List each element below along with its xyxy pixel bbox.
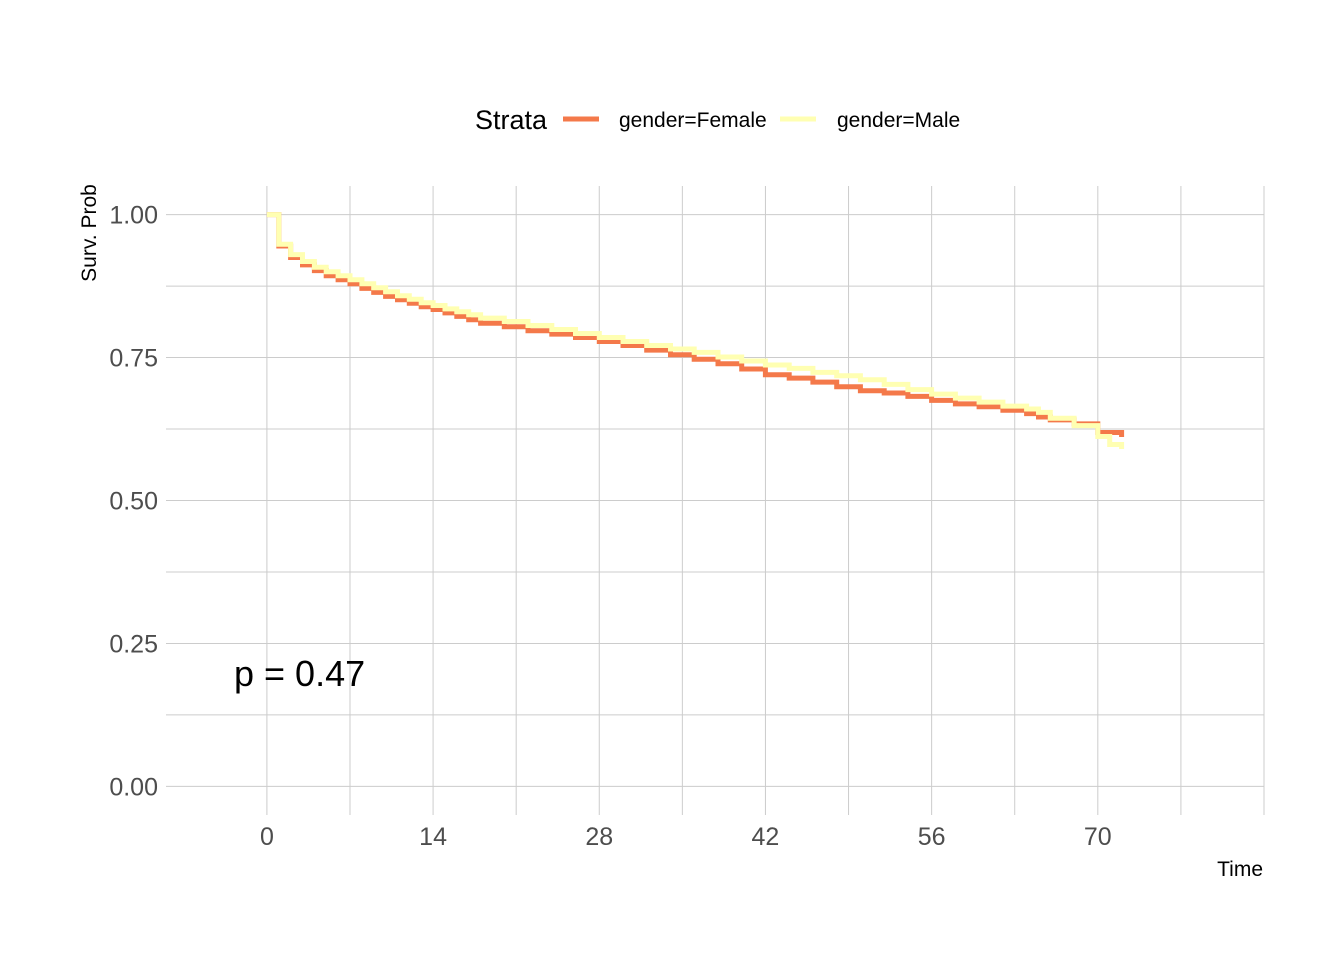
- x-tick-label: 70: [1084, 823, 1112, 851]
- x-axis-title: Time: [1217, 858, 1263, 881]
- y-tick-label: 0.25: [109, 630, 158, 658]
- x-tick-label: 42: [752, 823, 780, 851]
- legend-label-female: gender=Female: [619, 109, 767, 132]
- legend-title: Strata: [475, 105, 548, 135]
- legend-label-male: gender=Male: [837, 109, 960, 132]
- x-tick-label: 56: [918, 823, 946, 851]
- x-tick-label: 28: [585, 823, 613, 851]
- y-tick-label: 1.00: [109, 202, 158, 230]
- y-tick-label: 0.75: [109, 345, 158, 373]
- x-tick-label: 0: [260, 823, 274, 851]
- y-tick-label: 0.00: [109, 773, 158, 801]
- y-tick-labels: 0.00 0.25 0.50 0.75 1.00: [109, 202, 158, 802]
- x-tick-labels: 0 14 28 42 56 70: [260, 823, 1112, 851]
- y-tick-label: 0.50: [109, 488, 158, 516]
- series-line-male: [266, 212, 1125, 449]
- grid-lines: [166, 186, 1265, 815]
- legend: Strata gender=Female gender=Male: [475, 105, 960, 135]
- y-axis-title: Surv. Prob: [78, 184, 101, 282]
- series-layer: [266, 212, 1125, 449]
- x-tick-label: 14: [419, 823, 447, 851]
- p-value-annotation: p = 0.47: [234, 653, 365, 694]
